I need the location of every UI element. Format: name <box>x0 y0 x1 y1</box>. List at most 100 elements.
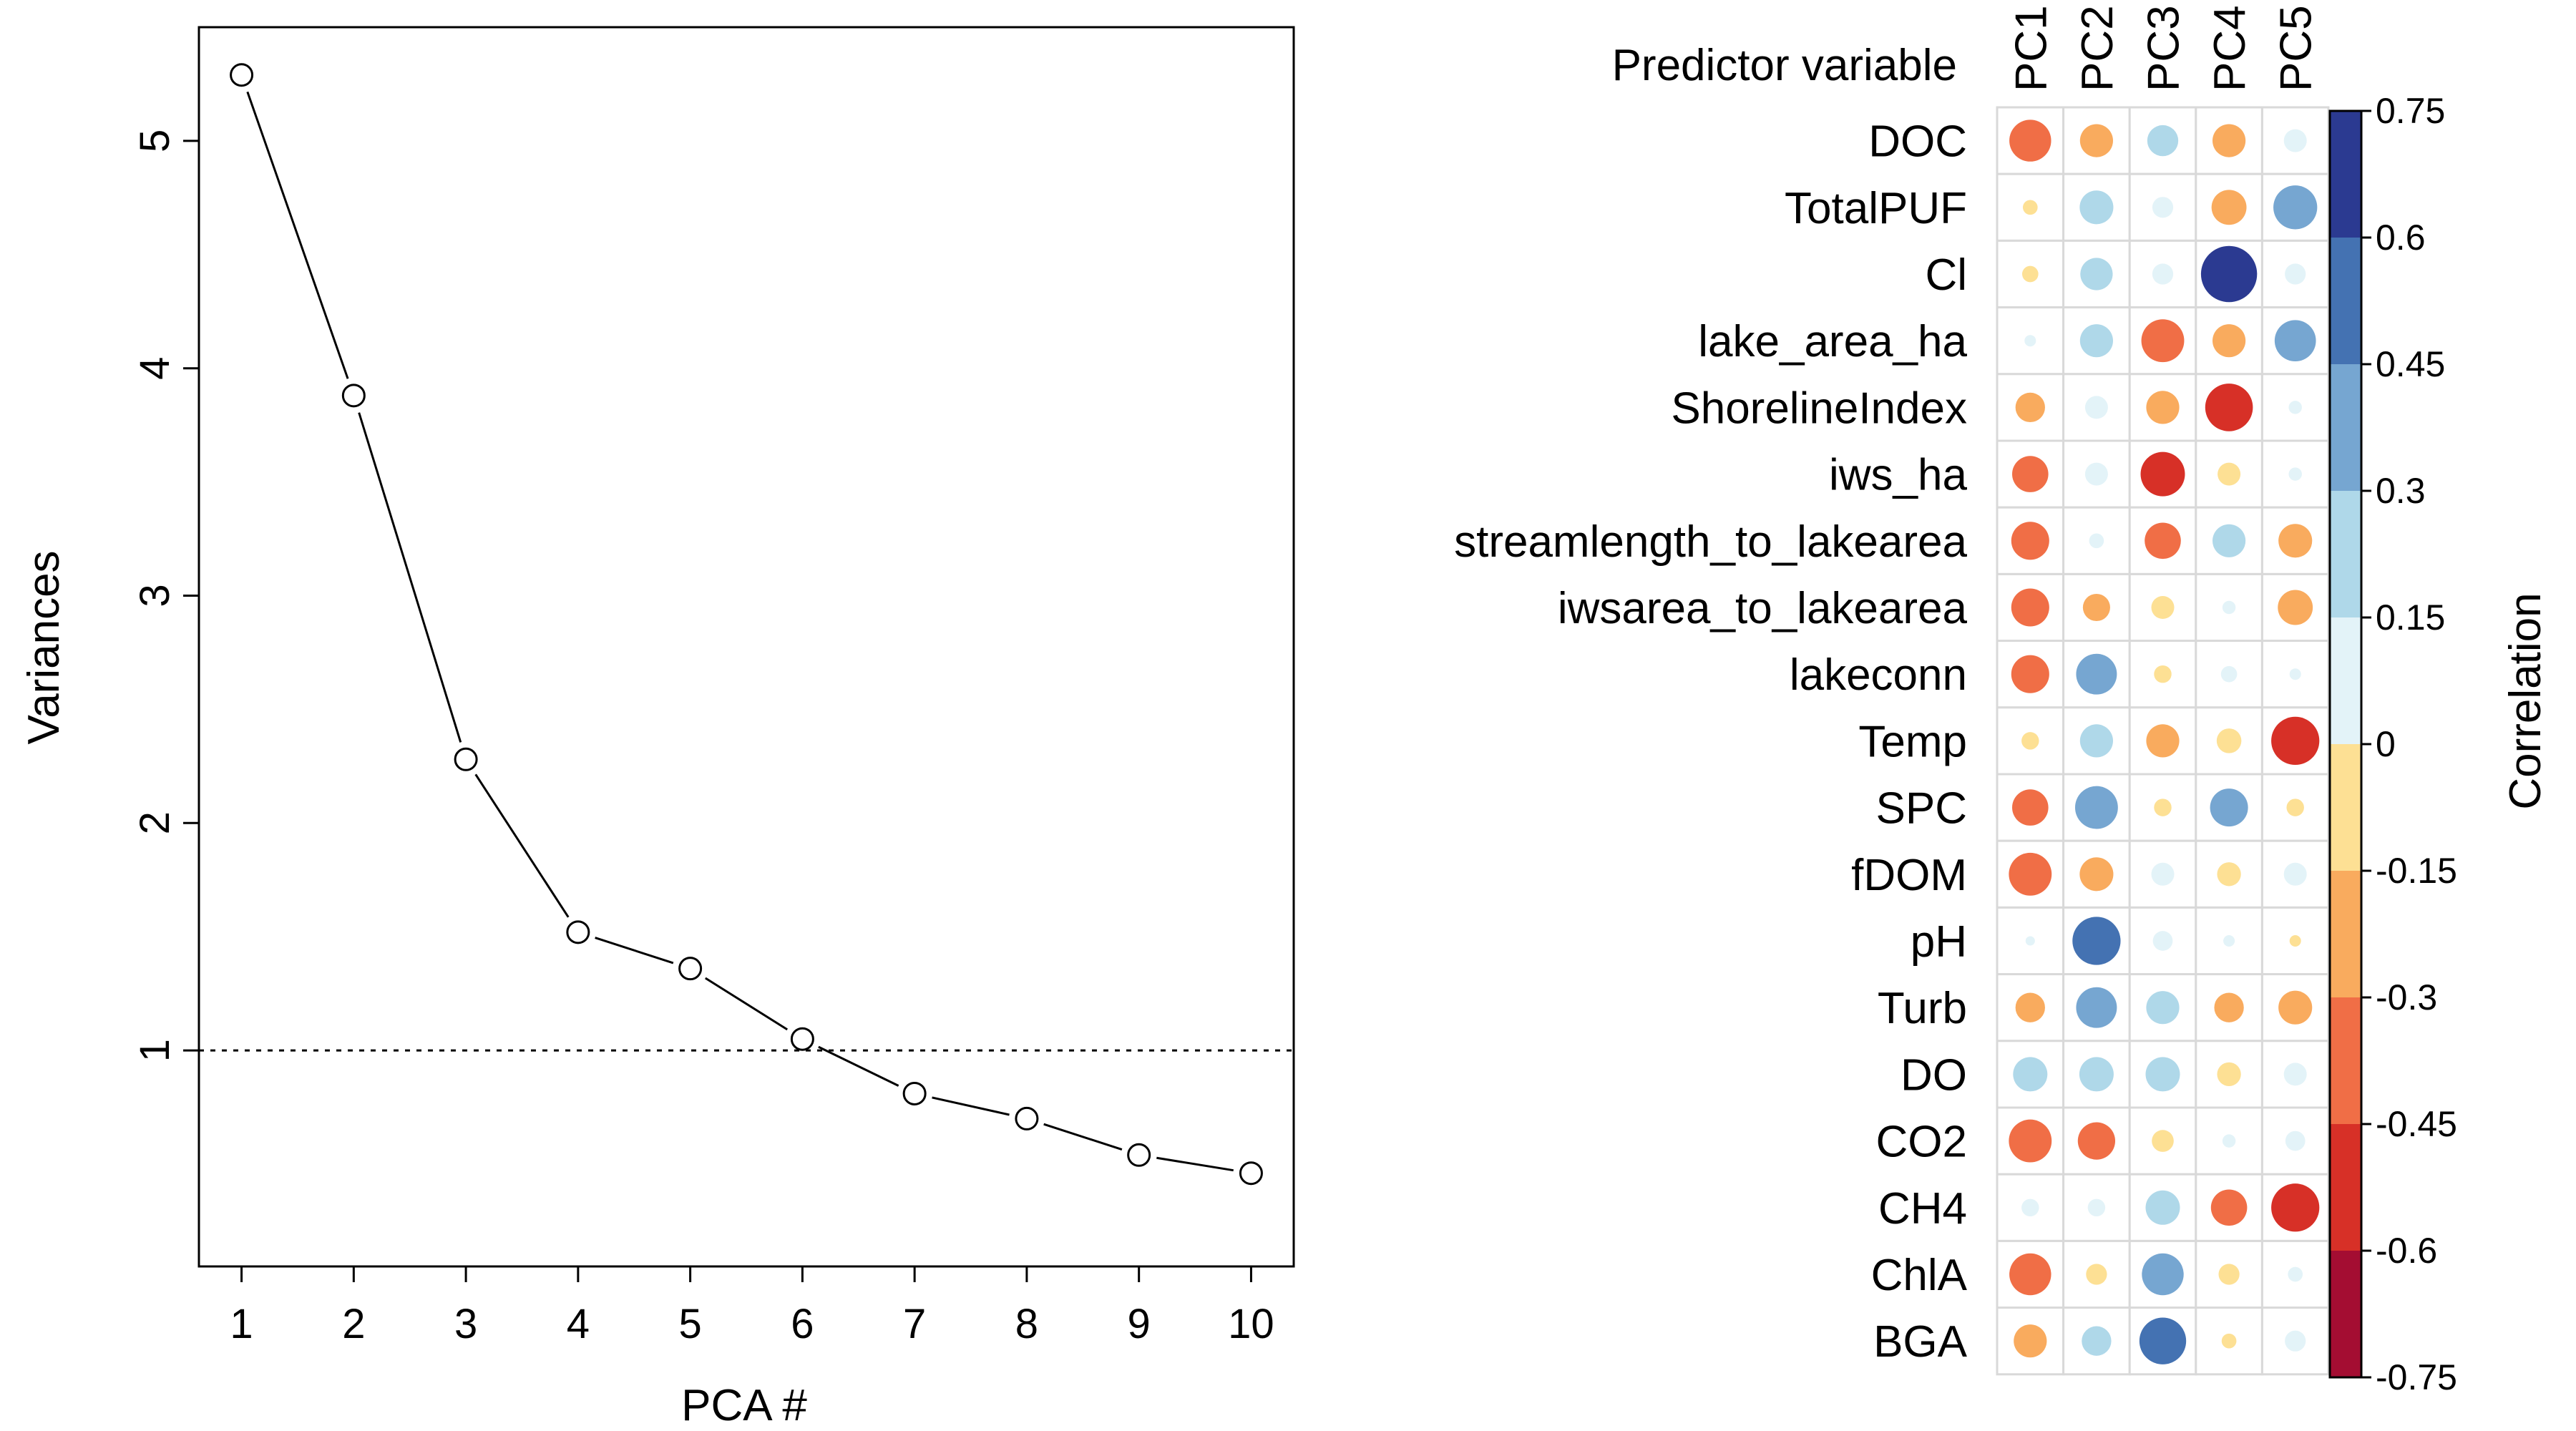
corr-dot-ShorelineIndex-PC4 <box>2205 384 2253 431</box>
corr-dot-DO-PC2 <box>2079 1057 2114 1092</box>
scree-line-segment-5 <box>818 1045 899 1087</box>
row-label-pH: pH <box>1911 917 1967 967</box>
colorbar-tick-label-6: -0.15 <box>2376 851 2457 891</box>
corr-dot-DOC-PC5 <box>2283 129 2307 152</box>
corr-dot-DO-PC1 <box>2013 1057 2048 1092</box>
scree-point-7 <box>902 1081 927 1105</box>
corr-dot-streamlength_to_lakearea-PC3 <box>2145 522 2181 560</box>
corr-dot-fDOM-PC5 <box>2283 862 2307 886</box>
corr-dot-lake_area_ha-PC1 <box>2024 335 2036 347</box>
corr-dot-streamlength_to_lakearea-PC2 <box>2089 533 2104 549</box>
corr-dot-fDOM-PC1 <box>2009 852 2052 896</box>
corr-dot-pH-PC5 <box>2289 935 2301 947</box>
colorbar-segment-0 <box>2330 111 2361 238</box>
corr-dot-lake_area_ha-PC2 <box>2079 324 2113 358</box>
colorbar-segment-5 <box>2330 744 2361 871</box>
corr-dot-Temp-PC5 <box>2271 716 2320 766</box>
scree-point-1 <box>230 63 254 87</box>
corr-dot-BGA-PC5 <box>2285 1330 2306 1352</box>
corr-dot-fDOM-PC2 <box>2079 857 2114 892</box>
corr-dot-lakeconn-PC1 <box>2011 655 2049 693</box>
column-label-PC4: PC4 <box>2205 5 2255 92</box>
colorbar-segment-6 <box>2330 871 2361 998</box>
row-label-lakeconn: lakeconn <box>1790 650 1967 700</box>
corr-dot-CO2-PC5 <box>2285 1130 2306 1151</box>
corr-dot-SPC-PC1 <box>2012 789 2049 826</box>
corr-dot-DO-PC5 <box>2283 1063 2307 1086</box>
row-label-CH4: CH4 <box>1878 1184 1967 1234</box>
scree-line-segment-1 <box>358 412 462 743</box>
corr-dot-BGA-PC1 <box>2014 1324 2047 1358</box>
scree-point-5 <box>678 957 703 981</box>
corr-dot-TotalPUF-PC5 <box>2273 185 2318 230</box>
corr-dot-DOC-PC1 <box>2009 119 2051 162</box>
scree-y-tick-label-4: 5 <box>132 130 178 152</box>
correlation-plot: Predictor variable Correlation PC1 PC2 PC3… <box>1454 5 2550 1397</box>
corr-dot-iws_ha-PC2 <box>2084 462 2108 486</box>
corr-dot-Temp-PC4 <box>2216 728 2242 753</box>
scree-x-tick-label-9: 10 <box>1228 1301 1274 1347</box>
scree-point-4 <box>566 920 590 944</box>
corr-dot-pH-PC2 <box>2072 917 2121 965</box>
grid-cell-11-2 <box>2128 839 2197 909</box>
corr-dot-Turb-PC2 <box>2076 987 2117 1028</box>
corr-dot-ChlA-PC1 <box>2009 1253 2051 1296</box>
scree-line-segment-7 <box>1043 1123 1123 1151</box>
corr-dot-lake_area_ha-PC4 <box>2212 324 2246 358</box>
scree-line-segment-2 <box>474 773 570 918</box>
corr-dot-fDOM-PC3 <box>2151 862 2175 886</box>
corr-dot-iwsarea_to_lakearea-PC2 <box>2082 593 2110 622</box>
scree-x-tick-label-8: 9 <box>1128 1301 1151 1347</box>
corr-dot-ShorelineIndex-PC1 <box>2015 392 2045 423</box>
colorbar-tick-label-0: 0.75 <box>2376 91 2445 131</box>
corr-dot-Cl-PC5 <box>2285 263 2306 285</box>
scree-x-tick-label-3: 4 <box>567 1301 590 1347</box>
scree-line-segment-6 <box>932 1096 1010 1116</box>
colorbar-tick-label-3: 0.3 <box>2376 471 2426 511</box>
row-label-Cl: Cl <box>1925 250 1967 300</box>
corr-dot-Turb-PC5 <box>2278 990 2313 1025</box>
row-label-DO: DO <box>1901 1050 1967 1100</box>
corr-dot-Turb-PC4 <box>2214 992 2244 1022</box>
corr-dot-lakeconn-PC2 <box>2076 653 2117 695</box>
colorbar-segment-1 <box>2330 238 2361 365</box>
corr-dot-DO-PC4 <box>2217 1062 2241 1087</box>
scree-line-segment-0 <box>246 91 349 379</box>
scree-point-9 <box>1127 1143 1151 1167</box>
corr-dot-lakeconn-PC4 <box>2220 665 2238 683</box>
corr-dot-lake_area_ha-PC5 <box>2274 320 2316 362</box>
scree-y-tick-label-3: 4 <box>132 357 178 380</box>
row-label-iws_ha: iws_ha <box>1829 451 1968 500</box>
column-label-PC3: PC3 <box>2140 5 2189 92</box>
colorbar-segment-9 <box>2330 1251 2361 1378</box>
scree-x-tick-label-6: 7 <box>903 1301 926 1347</box>
corr-dot-CH4-PC2 <box>2087 1198 2106 1217</box>
colorbar-tick-label-5: 0 <box>2376 724 2396 764</box>
scree-x-tick-label-5: 6 <box>791 1301 814 1347</box>
column-label-PC1: PC1 <box>2006 5 2056 92</box>
corr-dot-lakeconn-PC3 <box>2154 665 2172 683</box>
row-label-ShorelineIndex: ShorelineIndex <box>1671 384 1967 433</box>
row-label-CO2: CO2 <box>1876 1118 1967 1167</box>
corr-dot-TotalPUF-PC4 <box>2211 190 2247 225</box>
row-label-TotalPUF: TotalPUF <box>1785 184 1967 233</box>
corr-dot-BGA-PC2 <box>2082 1326 2112 1356</box>
corr-dot-iws_ha-PC5 <box>2288 467 2302 481</box>
row-label-iwsarea_to_lakearea: iwsarea_to_lakearea <box>1558 584 1968 633</box>
corr-dot-ShorelineIndex-PC2 <box>2084 396 2108 419</box>
scree-line-segment-8 <box>1156 1156 1234 1172</box>
row-label-lake_area_ha: lake_area_ha <box>1698 317 1967 366</box>
corr-dot-Cl-PC4 <box>2200 245 2258 303</box>
corr-dot-Cl-PC3 <box>2152 263 2174 285</box>
row-label-streamlength_to_lakearea: streamlength_to_lakearea <box>1454 517 1967 567</box>
corr-dot-ChlA-PC3 <box>2142 1253 2184 1296</box>
scree-x-tick-label-4: 5 <box>678 1301 701 1347</box>
scree-x-tick-label-0: 1 <box>230 1301 253 1347</box>
corr-dot-iwsarea_to_lakearea-PC3 <box>2151 596 2175 619</box>
column-label-PC2: PC2 <box>2073 5 2122 92</box>
row-label-Turb: Turb <box>1878 984 1967 1033</box>
colorbar-tick-label-7: -0.3 <box>2376 977 2437 1017</box>
grid-cell-18-4 <box>2260 1307 2330 1376</box>
colorbar-segment-4 <box>2330 617 2361 745</box>
corr-dot-CH4-PC4 <box>2210 1189 2248 1226</box>
